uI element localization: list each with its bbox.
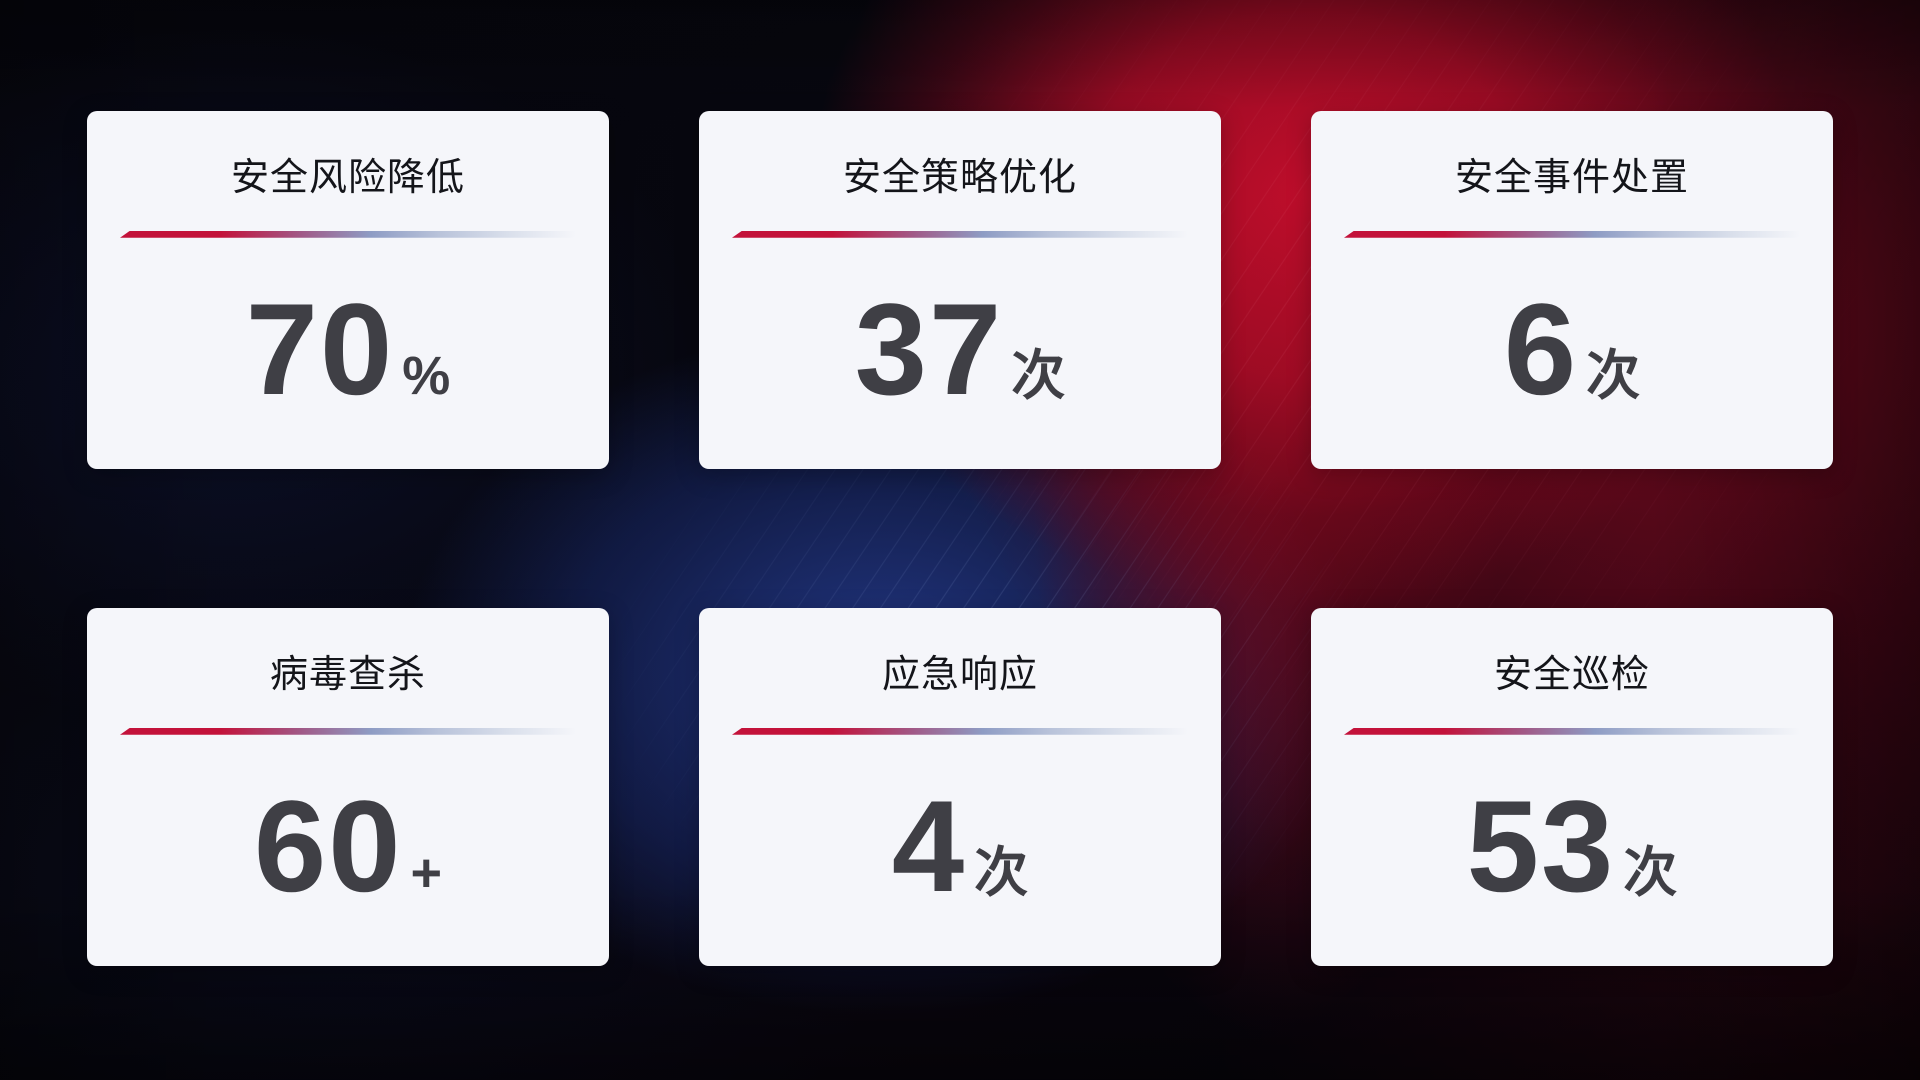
stat-unit: 次	[1586, 345, 1641, 406]
gradient-divider	[120, 727, 576, 735]
stat-value: 37	[854, 275, 1004, 422]
stat-value-row: 70 %	[245, 275, 451, 422]
stat-card-emergency-response: 应急响应 4 次	[699, 608, 1221, 966]
gradient-divider	[732, 727, 1188, 735]
stat-value: 53	[1466, 772, 1616, 919]
gradient-divider	[1344, 727, 1800, 735]
stat-value: 60	[253, 772, 403, 919]
stat-card-title: 病毒查杀	[269, 654, 426, 696]
stat-card-title: 安全事件处置	[1454, 157, 1689, 199]
stat-value: 6	[1503, 275, 1579, 422]
stat-unit: 次	[974, 842, 1029, 903]
stat-card-security-inspection: 安全巡检 53 次	[1311, 608, 1833, 966]
stat-value-row: 4 次	[891, 772, 1029, 919]
stat-value: 70	[245, 275, 395, 422]
stat-card-title: 安全巡检	[1493, 654, 1650, 696]
stat-card-grid: 安全风险降低 70 % 安全策略优化 37 次 安全事件处置 6 次 病毒查杀 …	[87, 111, 1833, 966]
stat-value-row: 37 次	[854, 275, 1066, 422]
stat-card-title: 应急响应	[881, 654, 1038, 696]
stat-unit: +	[410, 842, 443, 903]
stat-value: 4	[891, 772, 967, 919]
stat-card-risk-reduction: 安全风险降低 70 %	[87, 111, 609, 469]
gradient-divider	[120, 230, 576, 238]
gradient-divider	[1344, 230, 1800, 238]
stat-card-incident-handling: 安全事件处置 6 次	[1311, 111, 1833, 469]
stat-unit: 次	[1623, 842, 1678, 903]
stat-card-virus-scan: 病毒查杀 60 +	[87, 608, 609, 966]
stat-unit: %	[402, 345, 451, 406]
gradient-divider	[732, 230, 1188, 238]
stat-value-row: 60 +	[253, 772, 443, 919]
stat-value-row: 6 次	[1503, 275, 1641, 422]
stat-card-title: 安全策略优化	[842, 157, 1077, 199]
stat-card-title: 安全风险降低	[230, 157, 465, 199]
stat-unit: 次	[1011, 345, 1066, 406]
stat-card-policy-optimization: 安全策略优化 37 次	[699, 111, 1221, 469]
stat-value-row: 53 次	[1466, 772, 1678, 919]
